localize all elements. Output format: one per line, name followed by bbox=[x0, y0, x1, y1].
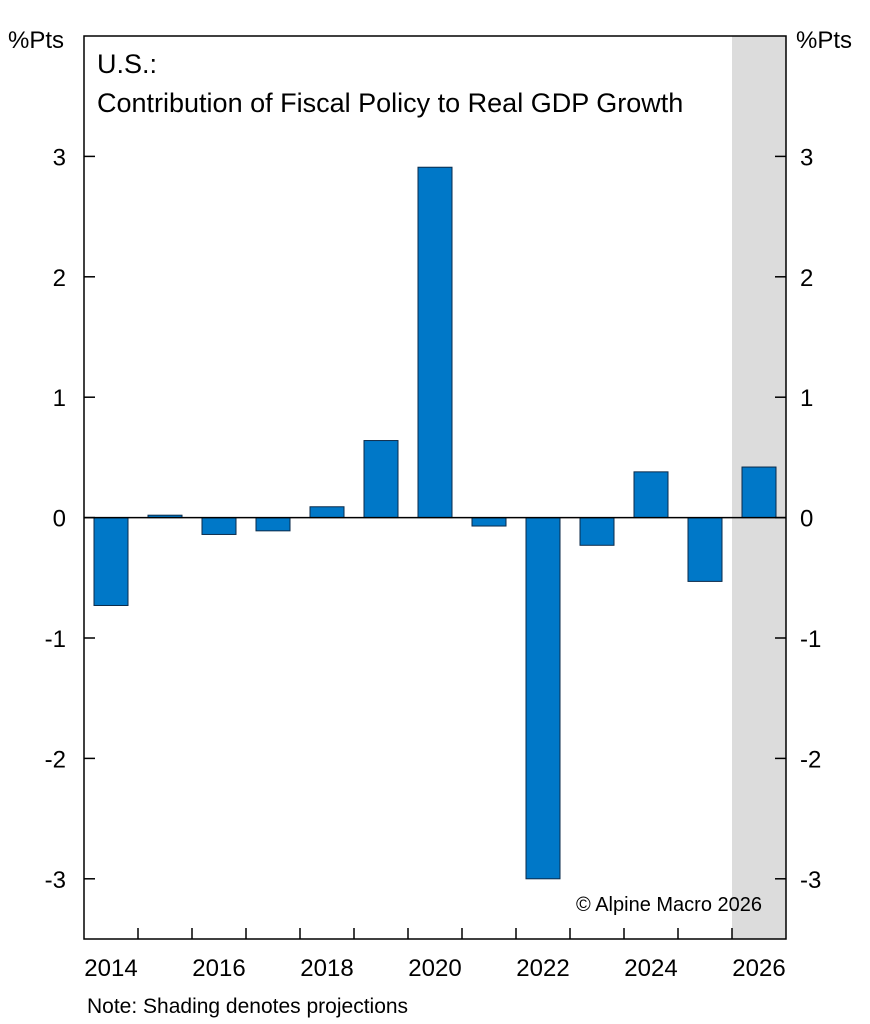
bar-2022 bbox=[525, 517, 561, 880]
y-tick-label-right: 3 bbox=[800, 144, 813, 171]
x-tick-label-2026: 2026 bbox=[732, 955, 785, 982]
y-tick-label-right: 2 bbox=[800, 265, 813, 292]
bar-2018 bbox=[309, 506, 345, 519]
copyright-credit: © Alpine Macro 2026 bbox=[576, 894, 762, 916]
bar-2019 bbox=[363, 440, 399, 519]
x-tick-label-2018: 2018 bbox=[300, 955, 353, 982]
y-tick-label-right: -2 bbox=[800, 746, 821, 773]
bar-2016 bbox=[201, 517, 237, 535]
x-tick-label-2024: 2024 bbox=[624, 955, 677, 982]
y-tick-label-left: -3 bbox=[45, 867, 66, 894]
bar-2014 bbox=[93, 517, 129, 606]
y-tick-label-right: 1 bbox=[800, 385, 813, 412]
bar-2023 bbox=[579, 517, 615, 546]
bar-2017 bbox=[255, 517, 291, 532]
y-tick-label-left: 2 bbox=[53, 265, 66, 292]
plot-frame bbox=[83, 35, 787, 940]
y-tick-label-left: -2 bbox=[45, 746, 66, 773]
chart-subtitle: Contribution of Fiscal Policy to Real GD… bbox=[97, 88, 683, 118]
bar-2026 bbox=[741, 466, 777, 519]
y-tick-label-left: 3 bbox=[53, 144, 66, 171]
y-tick-label-right: -1 bbox=[800, 626, 821, 653]
x-tick-label-2016: 2016 bbox=[192, 955, 245, 982]
y-tick-label-right: 0 bbox=[800, 506, 813, 533]
y-tick-label-right: -3 bbox=[800, 867, 821, 894]
chart-title: U.S.: bbox=[97, 49, 157, 79]
y-tick-label-left: -1 bbox=[45, 626, 66, 653]
bar-2024 bbox=[633, 471, 669, 519]
x-tick-label-2014: 2014 bbox=[84, 955, 137, 982]
bar-2025 bbox=[687, 517, 723, 582]
bar-2020 bbox=[417, 166, 453, 519]
left-axis-unit-label: %Pts bbox=[8, 27, 64, 54]
footnote: Note: Shading denotes projections bbox=[87, 995, 408, 1018]
y-tick-label-left: 1 bbox=[53, 385, 66, 412]
right-axis-unit-label: %Pts bbox=[796, 27, 852, 54]
y-tick-label-left: 0 bbox=[53, 506, 66, 533]
bar-2021 bbox=[471, 517, 507, 527]
x-tick-label-2020: 2020 bbox=[408, 955, 461, 982]
x-tick-label-2022: 2022 bbox=[516, 955, 569, 982]
